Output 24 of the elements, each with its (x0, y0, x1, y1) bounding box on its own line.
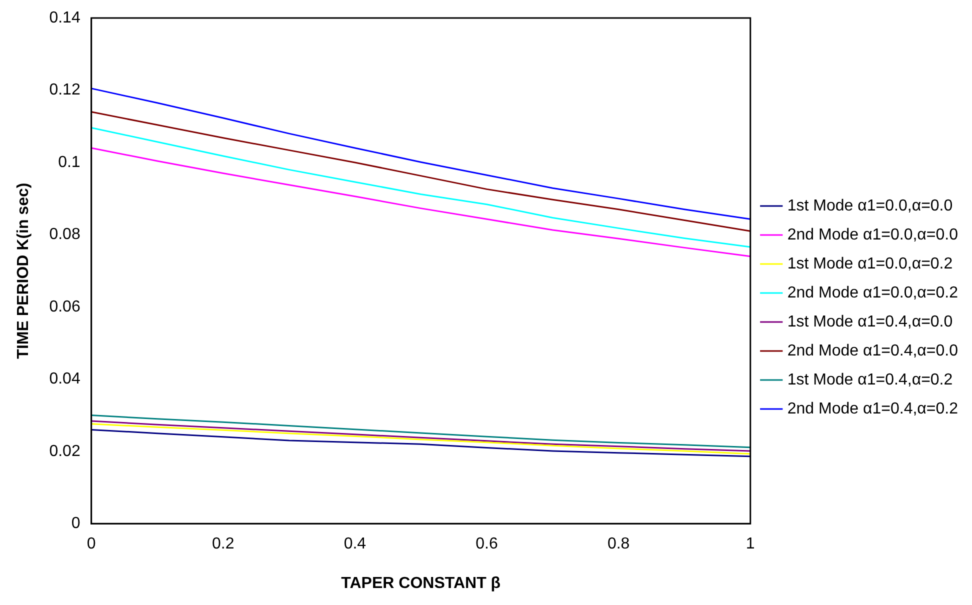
y-tick-label: 0.12 (49, 82, 80, 99)
y-tick-label: 0.02 (49, 442, 80, 460)
y-tick-label: 0.14 (49, 9, 80, 26)
legend-label: 1st Mode α1=0.0,α=0.2 (787, 255, 953, 272)
x-axis-title: TAPER CONSTANT β (341, 574, 501, 592)
legend-label: 2nd Mode α1=0.4,α=0.0 (787, 342, 958, 360)
y-tick-label: 0.1 (58, 154, 80, 171)
y-tick-label: 0 (71, 515, 80, 532)
y-axis-title: TIME PERIOD K(in sec) (15, 182, 32, 359)
x-tick-label: 0.8 (607, 536, 630, 553)
legend-label: 2nd Mode α1=0.0,α=0.2 (787, 284, 958, 302)
legend-label: 1st Mode α1=0.4,α=0.0 (787, 313, 953, 330)
x-tick-label: 0.2 (212, 536, 234, 553)
x-tick-label: 0.4 (344, 536, 366, 553)
y-tick-label: 0.06 (49, 298, 80, 316)
y-tick-label: 0.04 (49, 370, 80, 388)
x-tick-label: 1 (746, 536, 755, 553)
x-tick-label: 0 (86, 536, 96, 553)
x-tick-label: 0.6 (476, 536, 498, 553)
legend-label: 1st Mode α1=0.0,α=0.0 (787, 197, 953, 214)
y-tick-label: 0.08 (49, 226, 80, 244)
legend-label: 2nd Mode α1=0.4,α=0.2 (787, 400, 958, 418)
legend-label: 1st Mode α1=0.4,α=0.2 (787, 371, 953, 388)
legend-label: 2nd Mode α1=0.0,α=0.0 (787, 226, 958, 244)
